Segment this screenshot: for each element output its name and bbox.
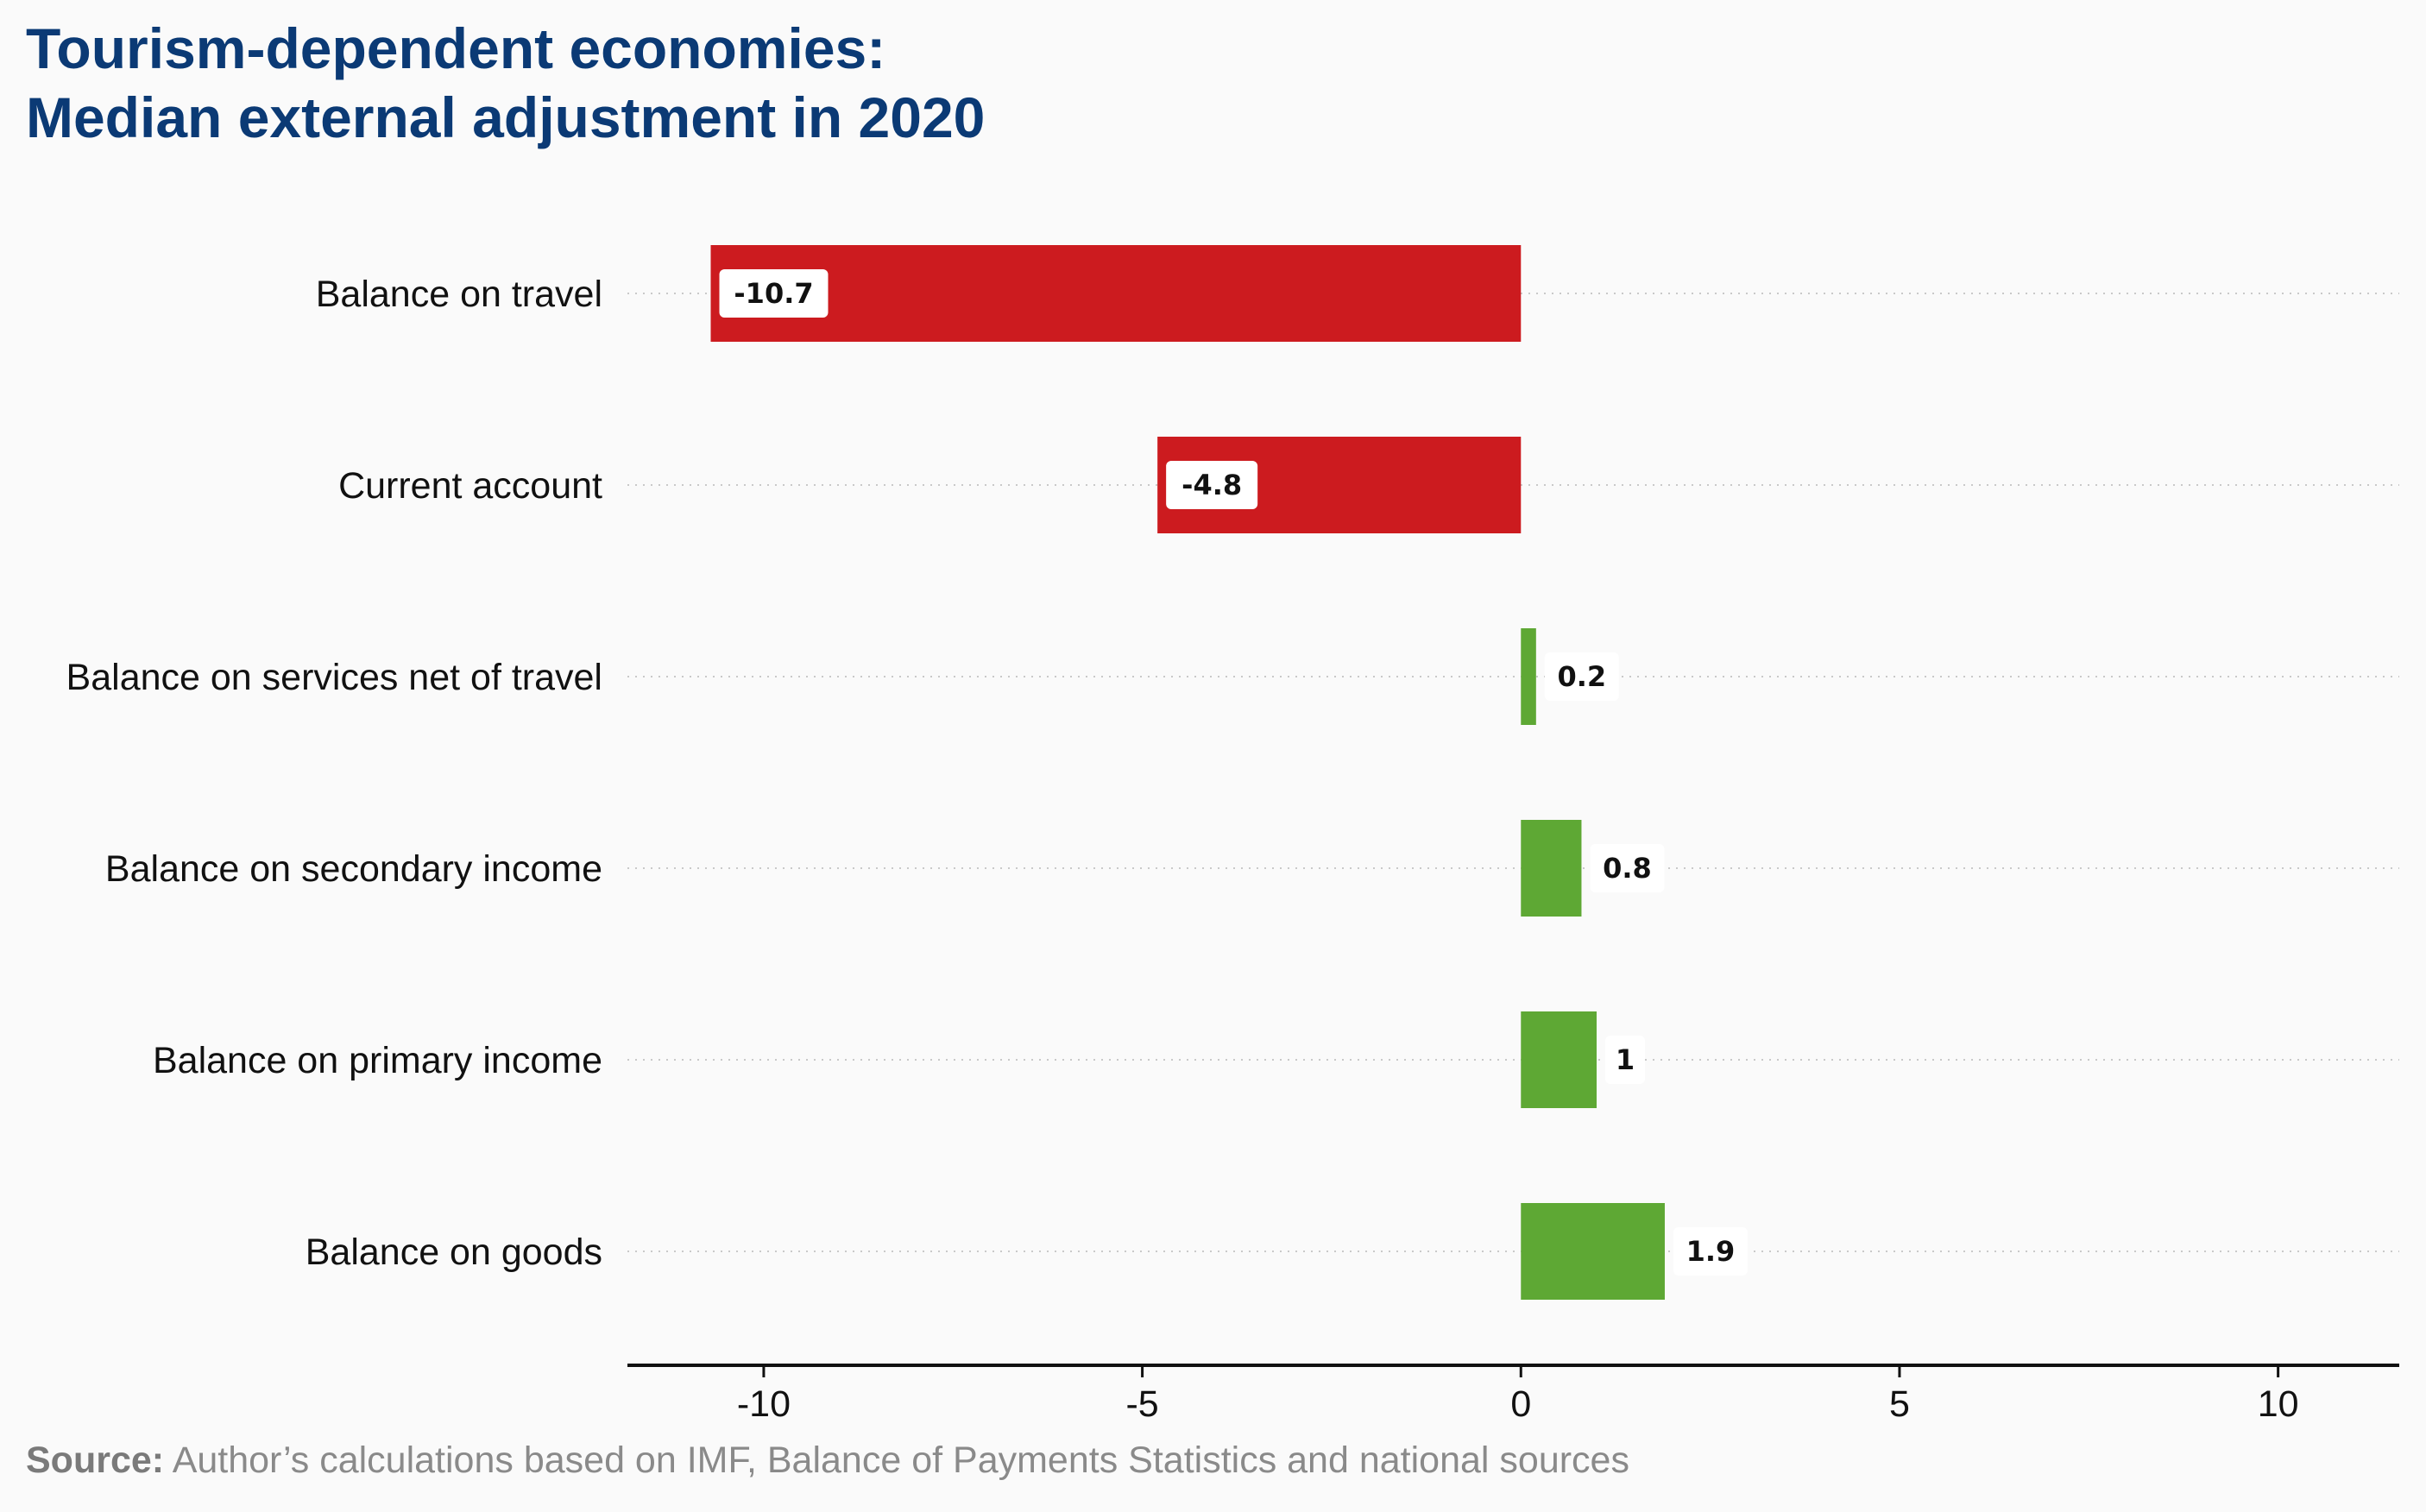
bar (1521, 820, 1582, 917)
x-tick-label: -10 (737, 1383, 791, 1425)
source-label: Source: (26, 1440, 165, 1481)
category-label: Balance on services net of travel (66, 657, 602, 698)
bar (1521, 1011, 1597, 1108)
category-label: Current account (338, 465, 602, 507)
category-label: Balance on primary income (153, 1040, 602, 1081)
bar (1521, 628, 1536, 725)
source-text: Author’s calculations based on IMF, Bala… (172, 1440, 1629, 1481)
x-tick-label: 0 (1510, 1383, 1531, 1425)
data-label-box (719, 269, 829, 318)
data-label-box (1605, 1036, 1646, 1084)
data-label: 1 (1616, 1043, 1635, 1076)
x-tick-label: -5 (1125, 1383, 1158, 1425)
chart-title-line-1: Tourism-dependent economies: (26, 16, 886, 80)
data-label: 0.2 (1557, 660, 1606, 693)
x-tick-label: 10 (2258, 1383, 2299, 1425)
data-label-box (1590, 844, 1665, 892)
data-label: 0.8 (1603, 852, 1652, 885)
category-label: Balance on goods (306, 1232, 602, 1273)
category-label: Balance on travel (316, 274, 602, 315)
chart-title-line-2: Median external adjustment in 2020 (26, 85, 986, 149)
x-tick-label: 5 (1889, 1383, 1910, 1425)
data-label-box (1166, 461, 1258, 509)
data-label: -4.8 (1181, 469, 1242, 501)
source-note: Source: Author’s calculations based on I… (26, 1440, 1629, 1482)
bar (710, 245, 1522, 342)
data-label: 1.9 (1686, 1235, 1736, 1268)
data-label-box (1673, 1227, 1748, 1276)
bar (1521, 1203, 1665, 1300)
data-label-box (1544, 652, 1619, 701)
data-label: -10.7 (734, 277, 813, 310)
chart-title: Tourism-dependent economies: Median exte… (26, 14, 985, 152)
category-label: Balance on secondary income (105, 848, 602, 890)
